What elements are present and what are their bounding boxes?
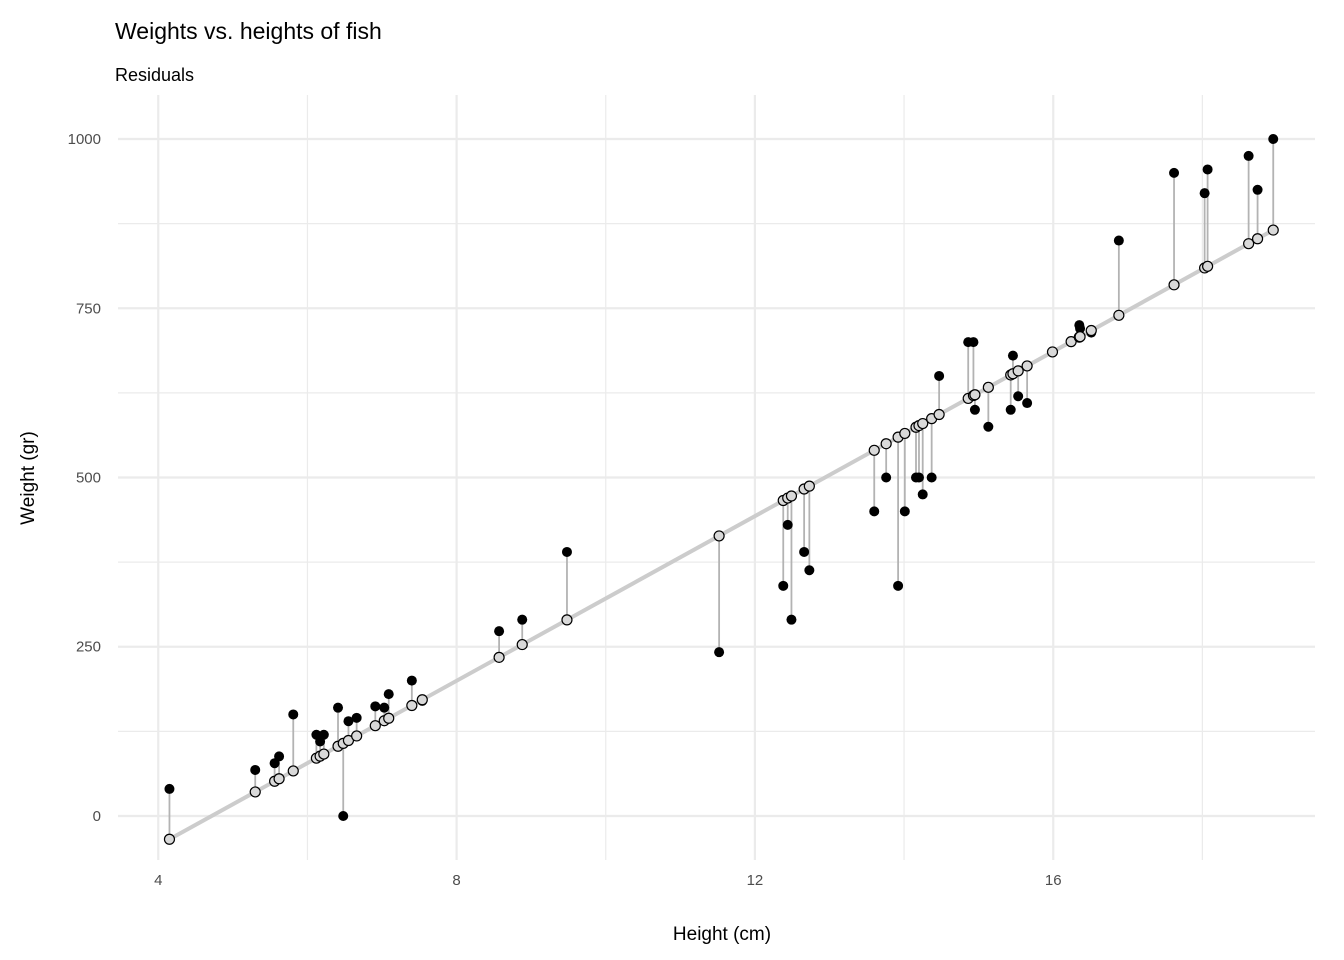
observed-point [893,580,904,591]
observed-point [899,506,910,517]
observed-point [1199,188,1210,199]
observed-point [406,675,417,686]
observed-point [370,701,381,712]
fitted-point [1251,233,1264,245]
observed-point [983,421,994,432]
x-tick-label: 12 [747,872,764,889]
fitted-point [1085,324,1097,337]
x-tick-label: 4 [154,872,162,889]
fitted-point [713,530,725,542]
y-tick-label: 0 [93,808,101,825]
y-tick-label: 250 [76,639,101,656]
observed-point [1013,391,1024,402]
observed-point [968,337,979,348]
fitted-point [1243,238,1255,250]
observed-point [1202,164,1213,175]
y-tick-label: 500 [76,470,101,487]
fitted-point [273,773,285,785]
observed-point [1113,235,1124,246]
fitted-point [406,699,418,712]
observed-point [1243,150,1254,161]
fitted-point [982,381,994,393]
y-axis-label: Weight (gr) [18,431,39,525]
x-tick-label: 8 [452,872,460,889]
fitted-point [351,730,363,742]
x-tick-label: 16 [1045,872,1062,889]
fitted-point [516,638,528,651]
fitted-point [1046,346,1059,358]
fitted-point [803,480,815,492]
y-tick-label: 1000 [68,131,101,148]
fitted-point [785,490,798,502]
fitted-point [369,720,381,732]
observed-point [969,404,980,415]
observed-point [799,546,810,557]
observed-point [917,489,928,500]
observed-point [1268,134,1279,145]
fitted-point [383,712,395,724]
fitted-point [899,427,911,440]
chart-title: Weights vs. heights of fish [115,18,382,44]
observed-point [288,709,299,720]
observed-point [351,712,362,723]
fitted-point [561,614,573,626]
fitted-point [917,417,929,430]
fitted-point [249,786,261,798]
observed-point [786,614,797,625]
observed-point [869,506,880,517]
fitted-point [1074,331,1086,343]
fitted-point [868,444,880,456]
fitted-point [1202,260,1214,272]
y-tick-label: 750 [76,300,101,317]
observed-point [1075,323,1086,334]
tick-labels: 4 8 12 16 0 250 500 750 1000 [68,131,1062,889]
fitted-point [493,651,505,663]
observed-point [379,702,390,713]
fitted-point [969,389,981,401]
observed-point [164,783,175,794]
gridlines [118,95,1315,860]
fitted-point [287,765,299,777]
observed-point [333,702,344,713]
observed-point [1005,404,1016,415]
observed-point [881,472,892,483]
observed-point [318,729,329,740]
observed-point [517,614,528,625]
observed-point [1007,350,1018,361]
observed-point [274,751,285,762]
fitted-point [880,438,892,450]
observed-point [782,519,793,530]
observed-point [343,716,354,727]
x-axis-label: Height (cm) [673,924,771,945]
fitted-point [933,408,945,421]
observed-point [250,764,261,775]
observed-point [714,647,725,658]
observed-point [338,810,349,821]
fitted-point [1113,309,1125,321]
observed-point [1022,398,1033,409]
observed-point [561,546,572,557]
observed-point [804,565,815,576]
chart-subtitle: Residuals [115,65,194,85]
fitted-point [416,694,428,706]
observed-point [913,472,924,483]
observed-point [1169,167,1180,178]
fitted-point [163,833,176,845]
observed-point [778,580,789,591]
fitted-point [318,748,330,760]
observed-point [934,370,945,381]
observed-point [494,626,505,637]
plot-marks [163,134,1279,845]
fitted-point [1168,279,1180,291]
fitted-point [1021,360,1033,372]
observed-point [1252,184,1263,195]
fitted-point [1267,224,1279,236]
fitted-point [1012,365,1024,377]
observed-point [383,689,394,700]
observed-point [926,472,937,483]
